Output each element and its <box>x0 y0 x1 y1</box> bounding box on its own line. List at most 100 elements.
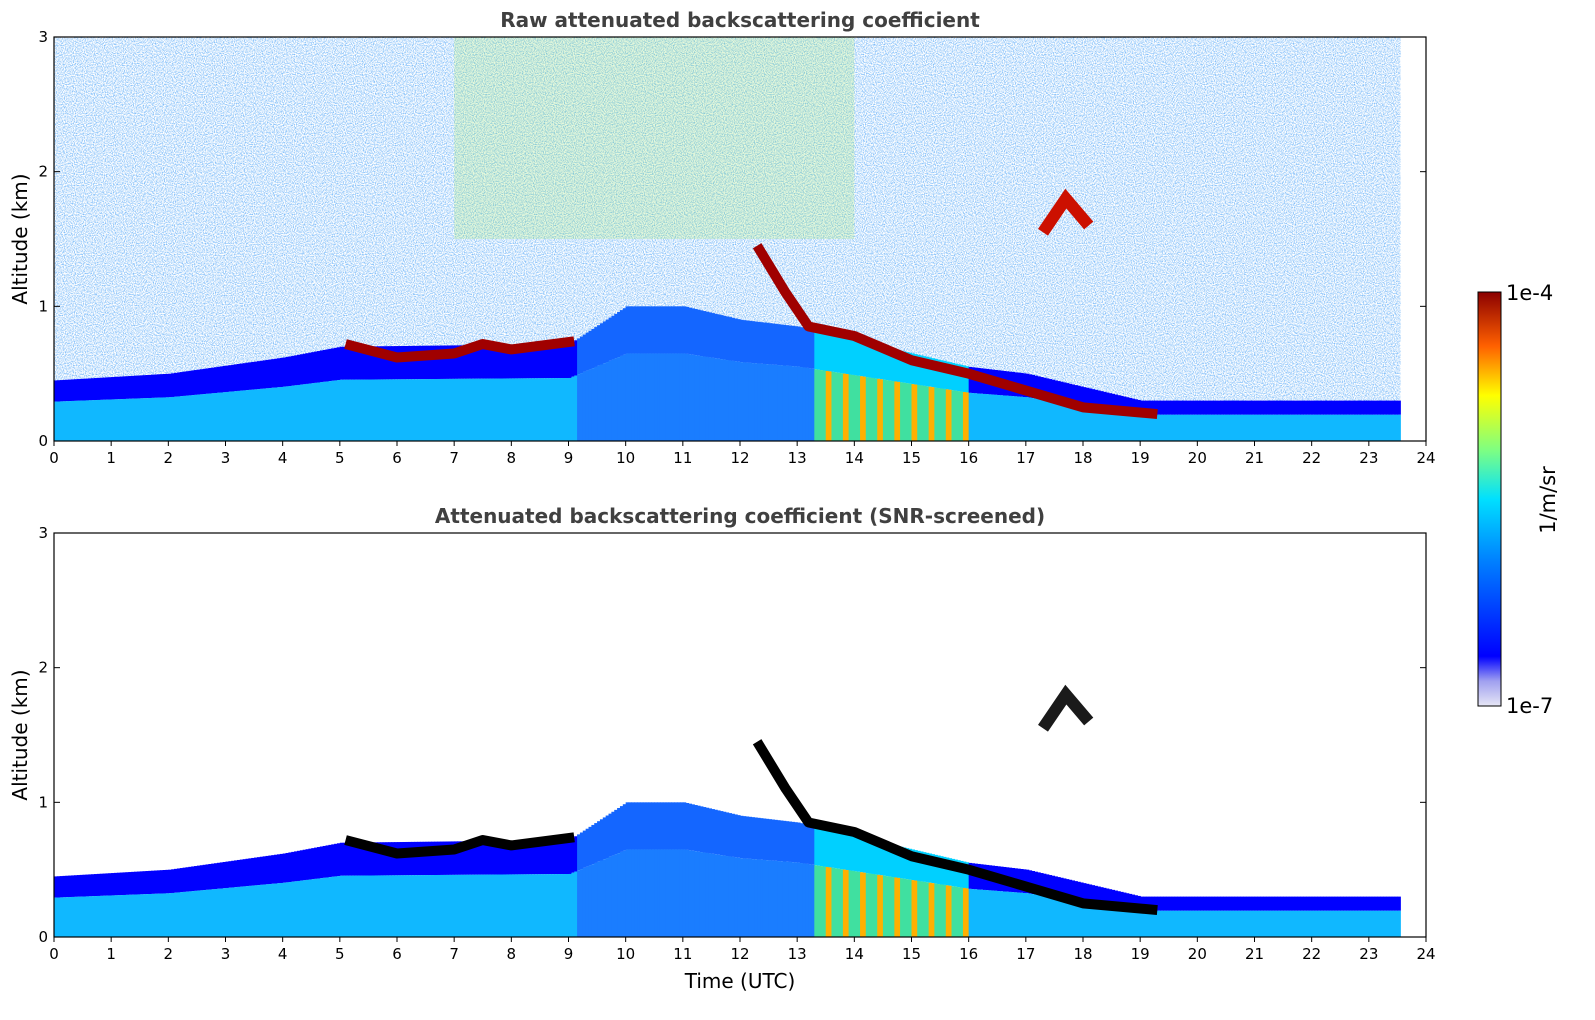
aerosol-cell-lower <box>631 353 635 441</box>
aerosol-cell-upper <box>122 376 127 399</box>
aerosol-cell-upper <box>151 870 155 894</box>
aerosol-cell-lower <box>1217 414 1221 441</box>
aerosol-cell-upper <box>282 357 287 387</box>
aerosol-cell-lower <box>962 887 967 937</box>
aerosol-cell-upper <box>1311 400 1316 415</box>
aerosol-cell-lower <box>1300 414 1304 441</box>
aerosol-cell-lower <box>1111 410 1116 441</box>
aerosol-cell-upper <box>1114 890 1118 907</box>
aerosol-cell-upper <box>371 346 375 380</box>
aerosol-cell-upper <box>605 319 610 363</box>
aerosol-cell-upper <box>225 861 229 888</box>
aerosol-cell-upper <box>722 811 727 856</box>
x-tick-label: 24 <box>1416 449 1435 467</box>
aerosol-cell-upper <box>1111 393 1116 411</box>
aerosol-cell-lower <box>734 361 738 441</box>
aerosol-cell-upper <box>271 359 275 388</box>
aerosol-cell-upper <box>1223 896 1227 911</box>
aerosol-cell-lower <box>74 896 78 937</box>
aerosol-cell-lower <box>408 875 412 937</box>
aerosol-cell-lower <box>402 875 407 937</box>
aerosol-cell-upper <box>457 841 461 875</box>
aerosol-cell-upper <box>314 847 318 879</box>
aerosol-cell-upper <box>245 858 249 887</box>
aerosol-cell-upper <box>1354 896 1358 911</box>
aerosol-cell-lower <box>291 881 295 937</box>
aerosol-cell-lower <box>1228 910 1233 937</box>
aerosol-cell-upper <box>568 840 572 874</box>
aerosol-cell-lower <box>791 862 795 937</box>
aerosol-cell-upper <box>96 377 101 400</box>
aerosol-cell-upper <box>900 846 904 879</box>
x-axis: 0 1 2 3 4 5 6 7 8 9 10 11 12 13 14 15 16 17 18 19 20 21 22 23 24 <box>49 937 1436 963</box>
aerosol-cell-lower <box>1080 405 1084 441</box>
aerosol-cell-upper <box>339 346 344 380</box>
aerosol-cell-lower <box>814 865 818 937</box>
aerosol-cell-upper <box>822 332 827 371</box>
aerosol-cell-lower <box>79 896 84 937</box>
aerosol-cell-upper <box>1368 400 1373 415</box>
aerosol-cell-upper <box>408 841 412 876</box>
aerosol-cell-lower <box>1151 414 1156 441</box>
aerosol-cell-lower <box>611 359 615 441</box>
aerosol-cell-lower <box>648 353 652 441</box>
aerosol-cell-upper <box>531 840 535 875</box>
aerosol-cell-upper <box>96 873 101 896</box>
aerosol-cell-upper <box>554 840 558 875</box>
aerosol-cell-upper <box>891 844 895 878</box>
aerosol-cell-lower <box>679 849 684 937</box>
aerosol-cell-lower <box>1002 891 1007 937</box>
aerosol-cell-lower <box>145 398 149 441</box>
aerosol-cell-upper <box>479 841 484 875</box>
aerosol-cell-lower <box>1088 406 1093 441</box>
aerosol-cell-upper <box>431 841 435 876</box>
aerosol-cell-lower <box>825 370 830 441</box>
aerosol-cell-lower <box>114 399 118 441</box>
aerosol-cell-lower <box>499 378 504 441</box>
aerosol-cell-upper <box>271 855 275 884</box>
aerosol-cell-upper <box>216 862 221 889</box>
aerosol-cell-upper <box>362 346 367 380</box>
aerosol-cell-lower <box>1248 414 1253 441</box>
aerosol-cell-lower <box>479 378 484 441</box>
aerosol-cell-upper <box>528 344 532 379</box>
aerosol-cell-lower <box>685 353 690 441</box>
x-tick-label: 19 <box>1131 449 1150 467</box>
aerosol-cell-lower <box>1231 910 1236 937</box>
aerosol-cell-lower <box>259 884 264 937</box>
aerosol-cell-lower <box>234 887 238 937</box>
aerosol-cell-upper <box>771 323 775 365</box>
aerosol-cell-lower <box>274 387 278 441</box>
aerosol-cell-lower <box>1243 414 1247 441</box>
aerosol-cell-lower <box>945 885 950 937</box>
aerosol-cell-lower <box>634 353 638 441</box>
aerosol-cell-lower <box>1331 414 1336 441</box>
aerosol-cell-lower <box>745 362 750 441</box>
aerosol-cell-lower <box>960 391 964 441</box>
aerosol-cell-upper <box>668 802 672 850</box>
aerosol-cell-lower <box>977 393 981 441</box>
aerosol-cell-upper <box>1300 896 1304 911</box>
aerosol-cell-lower <box>1060 898 1064 937</box>
aerosol-cell-lower <box>1374 910 1379 937</box>
aerosol-cell-upper <box>254 857 258 886</box>
aerosol-cell-upper <box>725 316 730 361</box>
aerosol-cell-upper <box>682 802 687 850</box>
aerosol-cell-lower <box>219 392 224 441</box>
aerosol-cell-upper <box>265 359 269 389</box>
aerosol-cell-upper <box>1385 400 1390 415</box>
aerosol-cell-lower <box>1291 910 1296 937</box>
aerosol-cell-upper <box>568 344 572 378</box>
aerosol-cell-upper <box>825 333 830 371</box>
aerosol-cell-upper <box>354 842 358 876</box>
aerosol-cell-lower <box>991 890 995 937</box>
aerosol-cell-lower <box>868 377 873 441</box>
aerosol-cell-upper <box>162 374 167 398</box>
aerosol-cell-lower <box>62 897 67 937</box>
aerosol-cell-upper <box>1245 400 1250 415</box>
aerosol-cell-lower <box>405 875 410 937</box>
aerosol-cell-lower <box>497 378 501 441</box>
aerosol-cell-upper <box>1277 400 1281 415</box>
aerosol-cell-lower <box>505 874 510 937</box>
aerosol-cell-lower <box>599 364 604 441</box>
